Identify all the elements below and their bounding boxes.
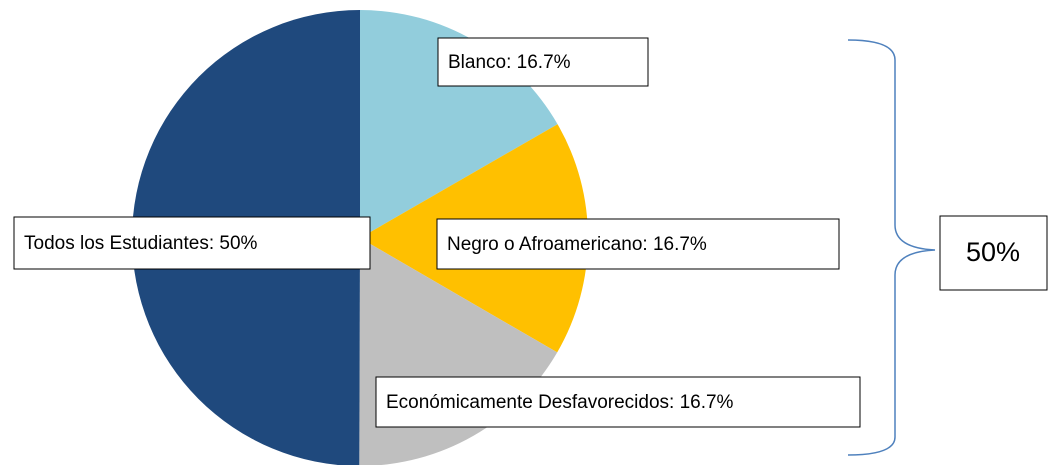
annotation-box xyxy=(939,215,1048,291)
data-label: Blanco: 16.7% xyxy=(448,52,571,73)
label-box xyxy=(375,376,861,428)
bracket xyxy=(847,39,936,456)
label-box xyxy=(13,216,371,270)
data-label: Negro o Afroamericano: 16.7% xyxy=(447,234,707,255)
label-box xyxy=(436,218,840,270)
data-label: Económicamente Desfavorecidos: 16.7% xyxy=(386,392,734,413)
data-label: Todos los Estudiantes: 50% xyxy=(24,233,258,254)
label-box xyxy=(437,37,649,87)
annotation: 50% xyxy=(966,237,1020,267)
